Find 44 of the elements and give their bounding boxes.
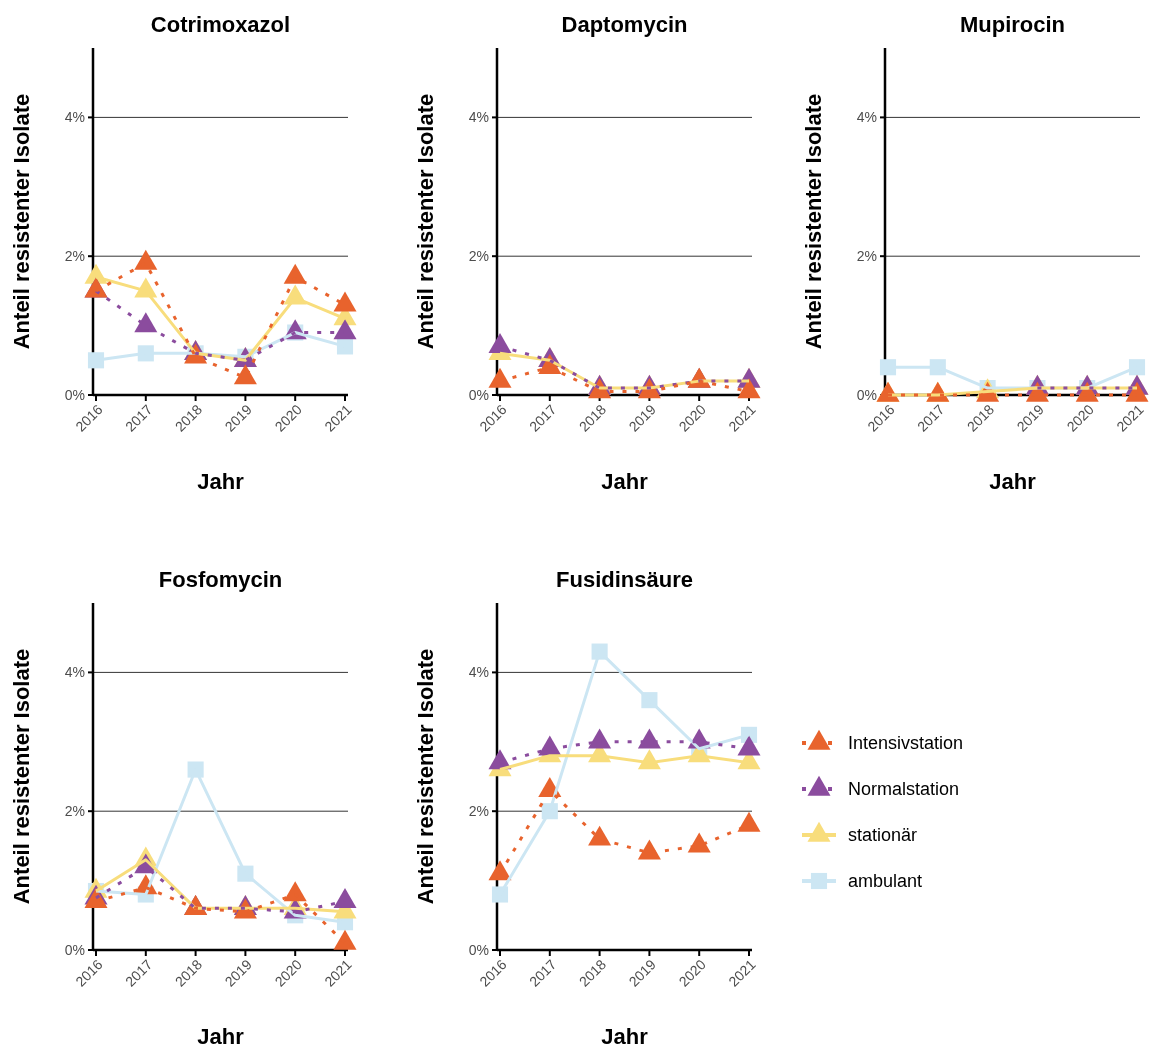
y-axis-title: Anteil resistenter Isolate [413, 93, 438, 350]
y-tick-label: 0% [468, 941, 489, 958]
x-axis-title: Jahr [989, 469, 1037, 494]
point [687, 832, 711, 853]
y-tick-label: 4% [468, 109, 489, 126]
y-tick-label: 0% [856, 386, 877, 403]
y-tick-label: 4% [856, 109, 877, 126]
point [637, 839, 661, 860]
x-axis-title: Jahr [601, 1024, 649, 1044]
point [333, 929, 357, 950]
y-tick-label: 4% [64, 664, 85, 681]
y-tick-label: 0% [64, 941, 85, 958]
y-tick-label: 2% [64, 803, 85, 820]
legend-label: stationär [848, 825, 918, 846]
y-tick-label: 0% [64, 386, 85, 403]
x-axis-title: Jahr [601, 469, 649, 494]
legend-label: Intensivstation [848, 733, 964, 754]
point [333, 888, 357, 909]
y-tick-label: 4% [64, 109, 85, 126]
chart-title: Fusidinsäure [556, 567, 693, 592]
y-tick-label: 2% [468, 248, 489, 265]
point [283, 881, 307, 902]
y-tick-label: 2% [468, 803, 489, 820]
chart-title: Daptomycin [561, 12, 688, 37]
y-tick-label: 2% [856, 248, 877, 265]
y-axis-title: Anteil resistenter Isolate [413, 648, 438, 905]
y-axis-title: Anteil resistenter Isolate [801, 93, 826, 350]
y-tick-label: 4% [468, 664, 489, 681]
point [737, 735, 761, 756]
point [737, 378, 761, 399]
chart-title: Fosfomycin [158, 567, 283, 592]
legend-label: ambulant [848, 871, 923, 892]
y-axis-title: Anteil resistenter Isolate [9, 93, 34, 350]
chart-title: Mupirocin [959, 12, 1066, 37]
point [737, 811, 761, 832]
point [488, 367, 512, 388]
chart-title: Cotrimoxazol [150, 12, 291, 37]
y-tick-label: 2% [64, 248, 85, 265]
y-axis-title: Anteil resistenter Isolate [9, 648, 34, 905]
x-axis-title: Jahr [197, 1024, 245, 1044]
x-axis-title: Jahr [197, 469, 245, 494]
legend-label: Normalstation [848, 779, 960, 800]
point [588, 825, 612, 846]
y-tick-label: 0% [468, 386, 489, 403]
